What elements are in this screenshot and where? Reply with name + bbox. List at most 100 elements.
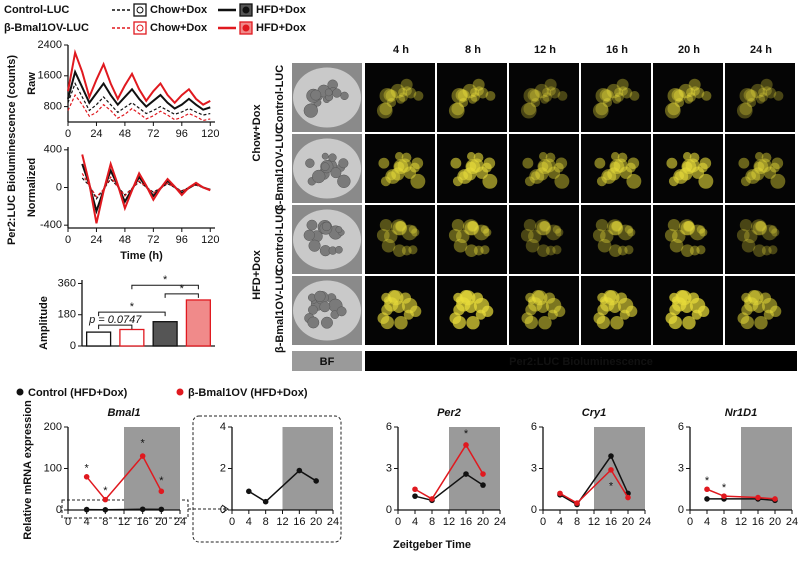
data-point bbox=[608, 467, 614, 473]
lum-islet bbox=[402, 86, 412, 96]
lum-islet bbox=[522, 157, 534, 169]
time-header: 24 h bbox=[750, 44, 772, 56]
lum-islet bbox=[453, 238, 468, 253]
lum-islet bbox=[465, 244, 478, 258]
lum-islet bbox=[473, 224, 490, 241]
lum-islet bbox=[401, 224, 418, 241]
lum-islet bbox=[392, 221, 408, 236]
lum-islet bbox=[689, 152, 700, 163]
significance: * bbox=[609, 480, 614, 492]
series-line bbox=[559, 454, 629, 506]
lum-image bbox=[437, 63, 507, 132]
lum-islet bbox=[667, 218, 681, 232]
lum-islet bbox=[751, 167, 765, 181]
x-tick-label: 120 bbox=[201, 234, 219, 246]
lum-islet bbox=[547, 166, 561, 179]
x-tick-label: 0 bbox=[395, 516, 401, 528]
lum-label-box bbox=[365, 351, 797, 371]
bf-islet bbox=[320, 162, 330, 171]
lum-islet bbox=[413, 90, 424, 101]
lum-islet bbox=[697, 305, 710, 318]
lum-islet bbox=[755, 221, 767, 232]
lum-islet bbox=[752, 221, 768, 236]
lum-islet bbox=[739, 218, 753, 232]
lum-image bbox=[581, 63, 651, 132]
lum-islet bbox=[468, 94, 478, 104]
lum-islet bbox=[554, 173, 570, 189]
y-tick-label: 6 bbox=[678, 421, 684, 433]
data-point bbox=[102, 496, 109, 503]
bracket-label: * bbox=[180, 283, 185, 295]
series-line bbox=[706, 488, 776, 500]
x-tick-label: 12 bbox=[276, 516, 288, 528]
data-point bbox=[608, 453, 614, 459]
lum-islet bbox=[535, 167, 549, 181]
significance: * bbox=[159, 475, 164, 487]
lum-islet bbox=[745, 89, 758, 102]
lum-islet bbox=[617, 152, 628, 163]
lum-islet bbox=[686, 92, 696, 102]
legend-group: β-Bmal1OV-LUC bbox=[4, 22, 89, 34]
bf-islet bbox=[308, 239, 321, 252]
lum-islet bbox=[523, 102, 537, 116]
y-axis-label: Raw bbox=[26, 72, 38, 95]
lum-islet bbox=[682, 161, 693, 172]
lum-islet bbox=[448, 228, 462, 242]
lum-islet bbox=[673, 169, 689, 184]
legend-dot bbox=[16, 388, 24, 396]
lum-islet bbox=[448, 102, 465, 119]
lum-islet bbox=[485, 90, 496, 101]
data-point bbox=[296, 467, 303, 474]
bf-islet bbox=[330, 167, 342, 179]
lum-islet bbox=[466, 161, 477, 172]
lum-islet bbox=[470, 92, 480, 102]
lum-islet bbox=[520, 228, 534, 242]
lum-islet bbox=[689, 245, 700, 256]
lum-islet bbox=[394, 161, 405, 172]
bf-islet bbox=[332, 88, 342, 98]
lum-islet bbox=[683, 221, 695, 232]
lum-islet bbox=[524, 315, 538, 330]
lum-islet bbox=[599, 88, 613, 102]
lum-islet bbox=[624, 225, 634, 234]
lum-islet bbox=[531, 289, 545, 303]
lum-islet bbox=[542, 87, 552, 98]
lum-islet bbox=[667, 88, 684, 104]
bracket-label: * bbox=[130, 301, 135, 313]
lum-islet bbox=[603, 289, 617, 303]
lum-islet bbox=[612, 94, 622, 104]
lum-islet bbox=[616, 78, 629, 91]
lum-islet bbox=[595, 102, 609, 116]
bf-islet bbox=[337, 174, 351, 188]
row-label: β-Bmal1OV-LUC bbox=[274, 126, 286, 211]
lum-islet bbox=[608, 221, 624, 236]
lum-islet bbox=[530, 98, 541, 108]
lum-islet bbox=[627, 157, 640, 170]
lum-islet bbox=[379, 88, 396, 104]
data-point bbox=[158, 488, 165, 495]
dark-phase bbox=[449, 427, 500, 510]
lum-islet bbox=[536, 300, 549, 313]
dark-phase bbox=[124, 427, 180, 510]
data-point bbox=[83, 506, 90, 513]
lum-islet bbox=[600, 229, 614, 244]
lum-islet bbox=[744, 229, 758, 244]
x-tick-label: 0 bbox=[65, 128, 71, 140]
lum-islet bbox=[411, 228, 420, 237]
lum-islet bbox=[534, 83, 549, 99]
lum-image bbox=[509, 134, 579, 203]
lum-islet bbox=[624, 245, 634, 255]
lum-islet bbox=[555, 228, 564, 237]
lum-islet bbox=[753, 159, 769, 175]
chart-title: Nr1D1 bbox=[725, 407, 757, 419]
lum-islet bbox=[552, 225, 562, 234]
bar bbox=[86, 331, 112, 347]
bf-islet bbox=[320, 316, 333, 329]
lum-islet bbox=[546, 86, 556, 96]
lum-islet bbox=[450, 157, 462, 169]
x-tick-label: 8 bbox=[429, 516, 435, 528]
lum-islet bbox=[738, 157, 750, 169]
lum-islet bbox=[380, 315, 394, 330]
x-tick-label: 8 bbox=[102, 516, 108, 528]
data-point bbox=[102, 506, 109, 513]
